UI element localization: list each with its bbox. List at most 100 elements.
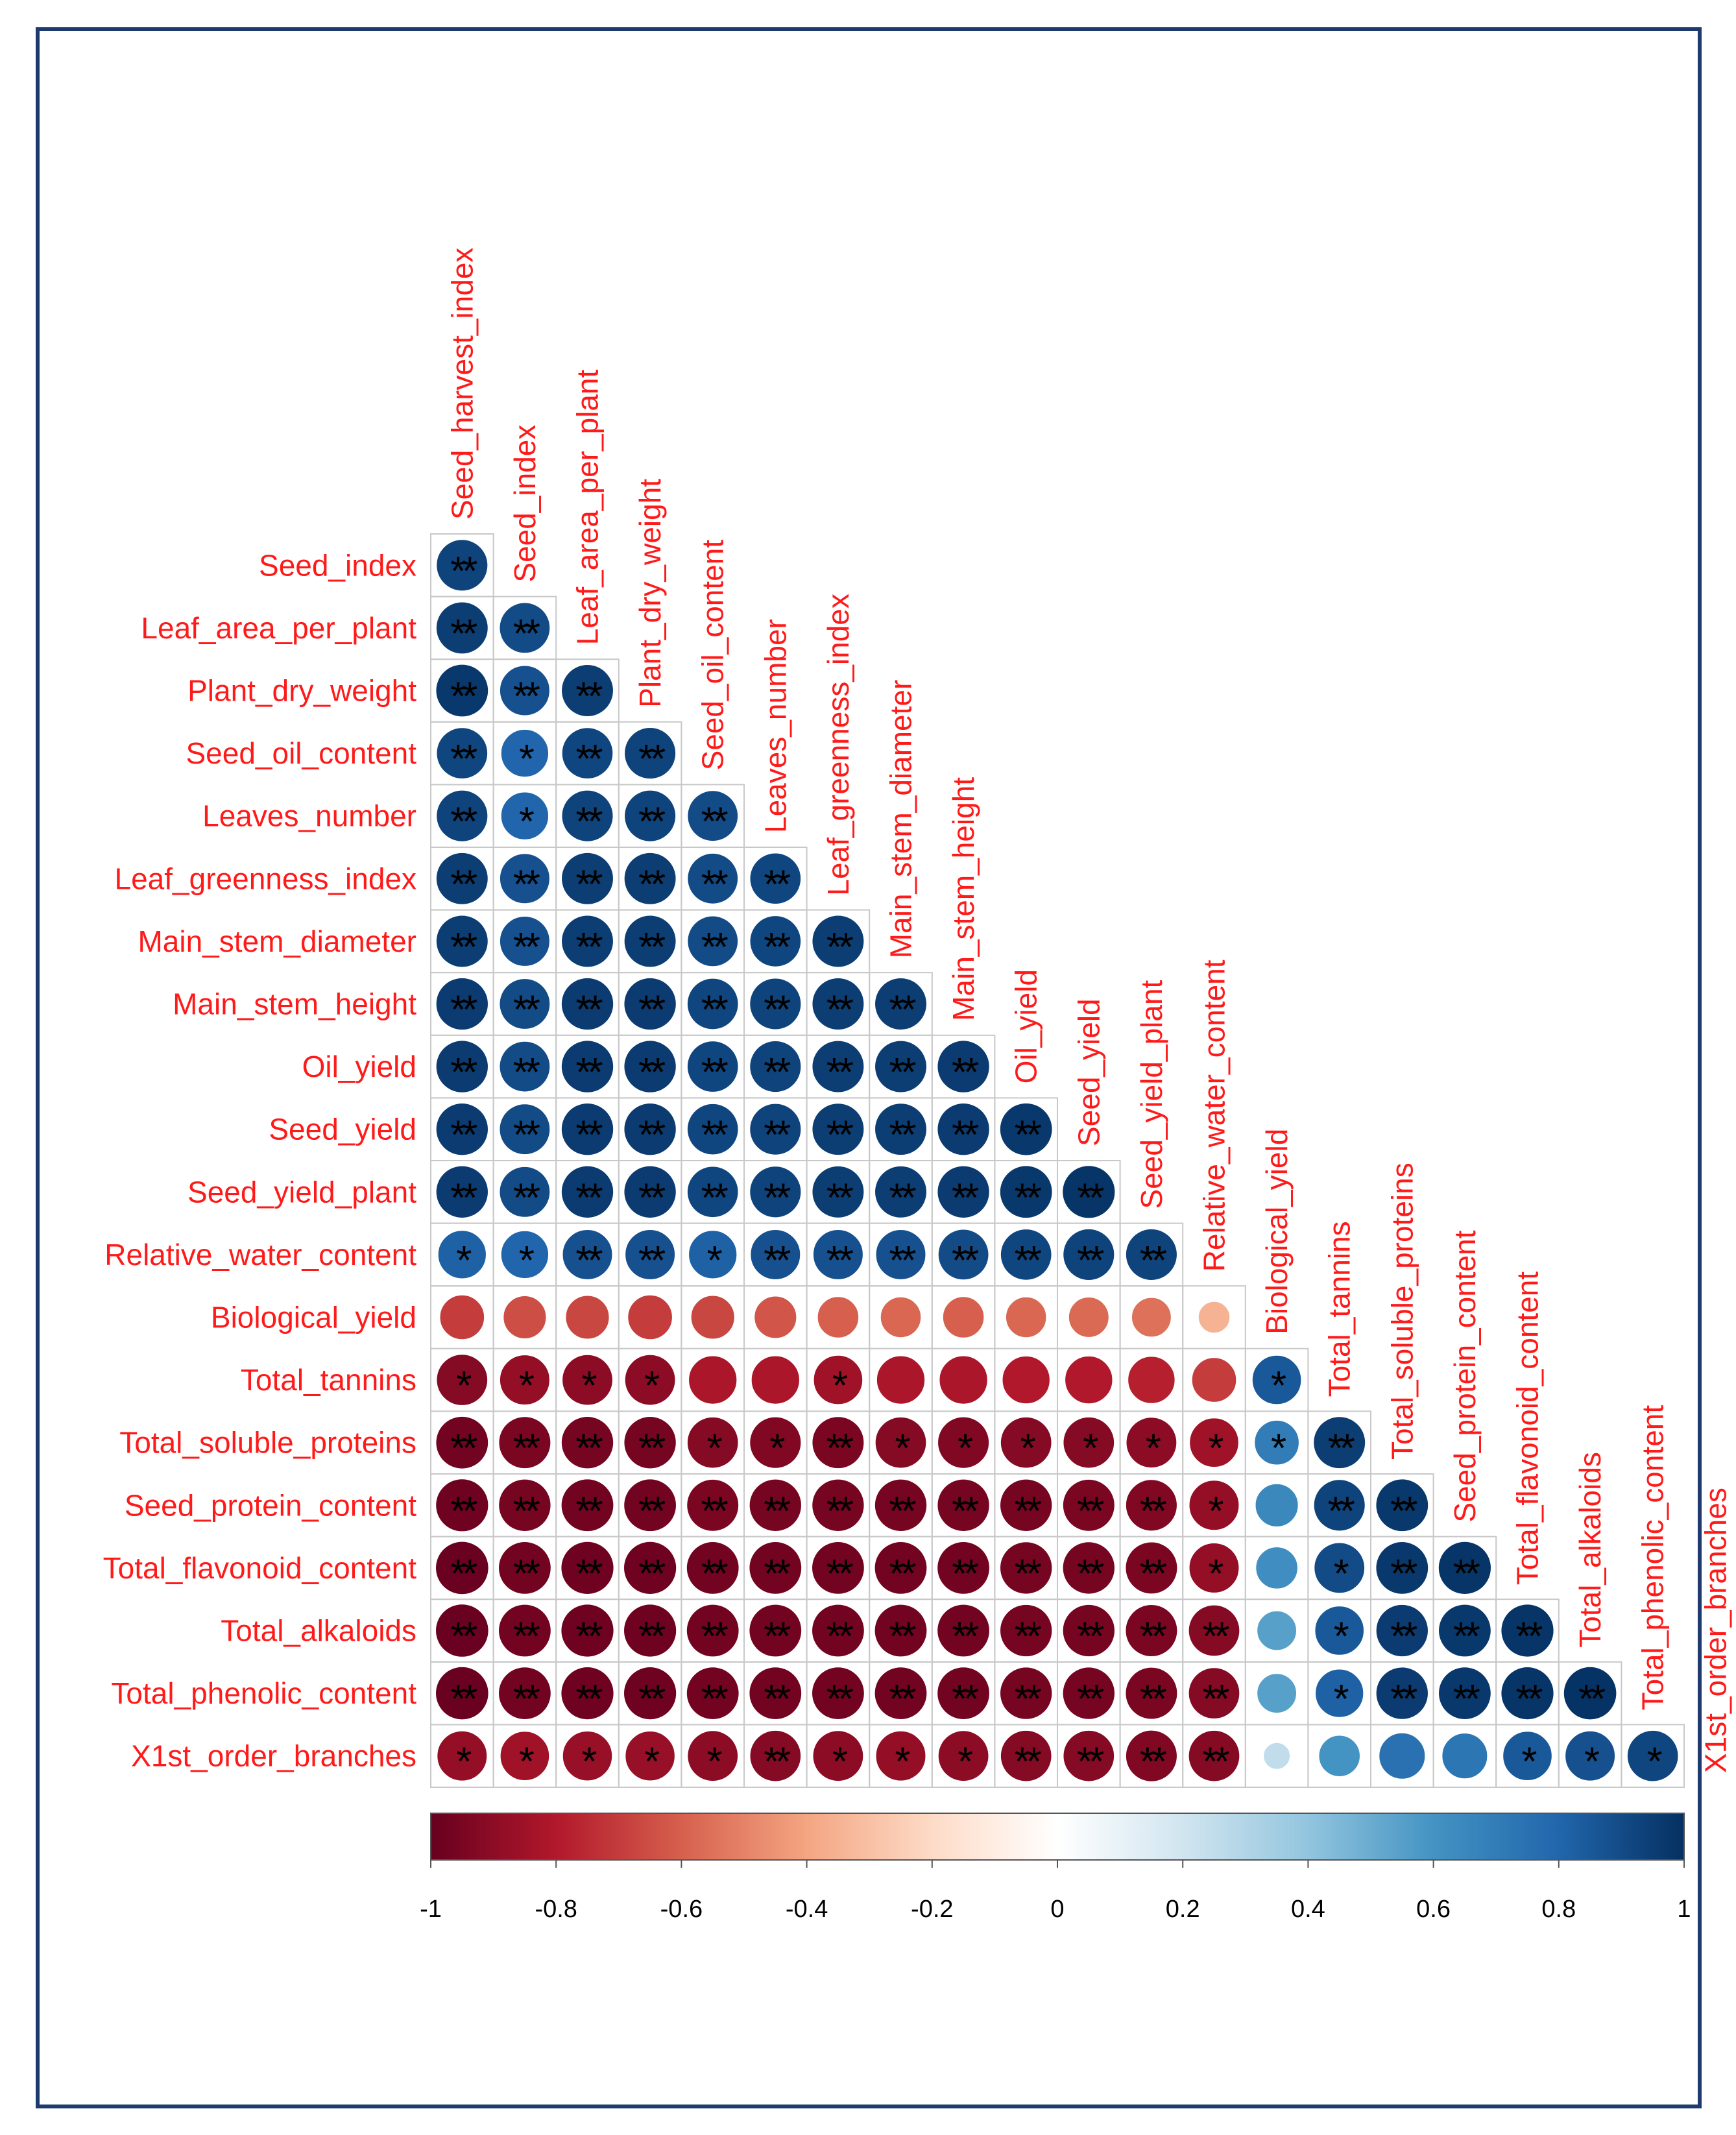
correlation-circle xyxy=(687,915,739,967)
significance-mark: ** xyxy=(575,1238,603,1283)
significance-mark: ** xyxy=(1578,1677,1606,1722)
significance-mark: ** xyxy=(450,1113,477,1158)
significance-mark: ** xyxy=(575,1427,603,1471)
correlation-circle xyxy=(749,1730,802,1782)
correlation-circle xyxy=(499,853,550,904)
correlation-circle xyxy=(749,1166,802,1218)
significance-mark: ** xyxy=(450,737,477,782)
correlation-circle xyxy=(937,1103,990,1156)
significance-mark: ** xyxy=(638,1238,666,1283)
significance-mark: ** xyxy=(575,1050,603,1095)
significance-mark: ** xyxy=(952,1677,979,1722)
row-label: Relative_water_content xyxy=(104,1238,416,1272)
correlation-circle xyxy=(1125,1667,1178,1720)
row-label: Total_phenolic_content xyxy=(111,1676,416,1710)
correlation-circle xyxy=(500,791,549,840)
correlation-circle xyxy=(1438,1667,1491,1720)
significance-mark: ** xyxy=(764,1238,791,1283)
significance-mark: ** xyxy=(638,800,666,845)
correlation-circle xyxy=(749,1416,802,1469)
correlation-circle xyxy=(499,1041,551,1092)
correlation-circle xyxy=(561,852,614,905)
significance-mark: ** xyxy=(575,925,603,970)
significance-mark: ** xyxy=(450,1427,477,1471)
colorbar-tick-label: -1 xyxy=(420,1896,442,1923)
correlation-circle xyxy=(1002,1355,1050,1405)
row-label: Plant_dry_weight xyxy=(187,674,416,708)
correlation-circle xyxy=(561,915,614,968)
correlation-circle xyxy=(874,1103,927,1156)
significance-mark: ** xyxy=(1140,1677,1167,1722)
significance-mark: ** xyxy=(450,862,477,907)
row-label: Total_soluble_proteins xyxy=(119,1426,416,1460)
significance-mark: ** xyxy=(826,1113,854,1158)
correlation-circle xyxy=(436,1354,488,1406)
correlation-circle xyxy=(1257,1673,1297,1714)
significance-mark: ** xyxy=(513,1677,540,1722)
significance-mark: ** xyxy=(1202,1615,1229,1659)
correlation-circle xyxy=(498,1604,551,1658)
correlation-circle xyxy=(1375,1604,1429,1658)
column-label: X1st_order_branches xyxy=(1698,1488,1732,1773)
significance-mark: ** xyxy=(450,988,477,1033)
correlation-circle xyxy=(1000,1541,1053,1595)
correlation-circle xyxy=(686,1416,739,1469)
significance-mark: ** xyxy=(889,1176,916,1220)
significance-mark: ** xyxy=(513,1552,540,1597)
significance-mark: ** xyxy=(638,988,666,1033)
correlation-circle xyxy=(1000,1416,1052,1469)
significance-mark: ** xyxy=(513,1176,540,1220)
correlation-circle xyxy=(749,1541,802,1595)
significance-mark: ** xyxy=(638,737,666,782)
correlation-circle xyxy=(435,977,488,1031)
colorbar-gradient xyxy=(430,1813,1685,1861)
row-label: Leaf_greenness_index xyxy=(115,862,416,895)
correlation-circle xyxy=(1188,1542,1240,1593)
significance-mark: ** xyxy=(1140,1238,1167,1283)
correlation-circle xyxy=(812,1730,864,1782)
significance-mark: ** xyxy=(450,1552,477,1597)
significance-mark: ** xyxy=(952,1113,979,1158)
row-label: Main_stem_height xyxy=(173,987,416,1021)
correlation-circle xyxy=(623,1103,677,1156)
correlation-circle xyxy=(874,1604,928,1658)
correlation-circle xyxy=(561,1103,614,1156)
correlation-circle xyxy=(1125,1228,1177,1281)
significance-mark: ** xyxy=(826,1050,854,1095)
correlation-circle xyxy=(435,1666,489,1720)
significance-mark: ** xyxy=(513,862,540,907)
correlation-circle xyxy=(688,1355,738,1405)
significance-mark: ** xyxy=(1328,1427,1355,1471)
column-label: Total_phenolic_content xyxy=(1636,1405,1670,1711)
colorbar-tick-label: 0.4 xyxy=(1291,1896,1325,1923)
correlation-circle xyxy=(812,1229,863,1280)
grid-layer xyxy=(430,533,1685,1788)
correlation-circle xyxy=(686,1103,739,1155)
significance-mark: ** xyxy=(701,1489,729,1534)
correlation-circle xyxy=(499,665,550,716)
significance-mark: ** xyxy=(513,1427,540,1471)
correlation-circle xyxy=(625,1229,676,1280)
correlation-circle xyxy=(561,1040,614,1093)
correlation-circle xyxy=(498,1541,551,1595)
correlation-circle xyxy=(937,1040,990,1093)
correlation-circle xyxy=(1438,1604,1491,1658)
correlation-circle xyxy=(1563,1666,1617,1720)
correlation-circle xyxy=(623,1541,677,1595)
correlation-circle xyxy=(1005,1296,1047,1338)
correlation-circle xyxy=(1501,1604,1554,1658)
correlation-circle xyxy=(561,1541,614,1595)
correlation-circle xyxy=(561,1478,614,1532)
significance-mark: ** xyxy=(1390,1615,1417,1659)
colorbar: -1 -0.8 -0.6 -0.4 -0.2 0 0.2 0.4 0.6 0.8 1 xyxy=(420,1813,1691,1923)
significance-mark: ** xyxy=(575,1489,603,1534)
correlation-circle xyxy=(1257,1610,1297,1651)
correlation-circle xyxy=(874,1541,928,1595)
correlation-circle xyxy=(498,1667,551,1720)
significance-mark: ** xyxy=(1515,1677,1543,1722)
significance-mark: ** xyxy=(450,675,477,719)
significance-mark: ** xyxy=(701,1552,729,1597)
correlation-circle xyxy=(749,978,802,1030)
colorbar-tick-label: 1 xyxy=(1677,1896,1691,1923)
correlation-circle xyxy=(623,977,677,1031)
